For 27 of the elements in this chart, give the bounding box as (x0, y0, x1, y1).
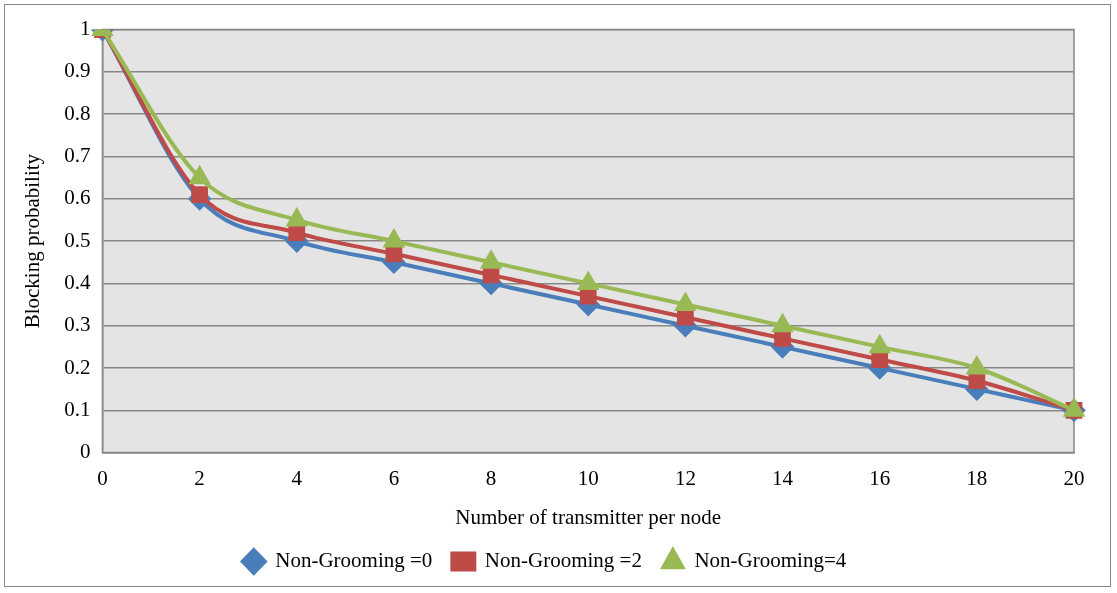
y-tick-label: 0.8 (64, 100, 91, 125)
y-tick-label: 0.7 (64, 143, 91, 168)
y-tick-label: 0.3 (64, 312, 91, 337)
x-tick-label: 20 (1063, 465, 1085, 490)
x-tick-label: 16 (869, 465, 891, 490)
x-tick-label: 0 (97, 465, 108, 490)
x-tick-label: 12 (674, 465, 696, 490)
y-tick-label: 0.1 (64, 396, 91, 421)
x-tick-label: 18 (966, 465, 988, 490)
x-tick-label: 6 (388, 465, 400, 490)
y-tick-label: 0.5 (64, 227, 91, 252)
y-tick-label: 0.6 (64, 185, 91, 210)
legend-label: Non-Grooming =0 (275, 548, 433, 573)
x-tick-label: 10 (577, 465, 599, 490)
y-tick-label: 1 (79, 16, 91, 41)
x-tick-label: 8 (485, 465, 497, 490)
x-tick-label: 4 (291, 465, 303, 490)
y-tick-label: 0.9 (64, 58, 91, 83)
x-tick-label: 14 (772, 465, 794, 490)
y-tick-label: 0 (79, 439, 91, 464)
legend-label: Non-Grooming=4 (694, 548, 847, 573)
y-tick-label: 0.2 (64, 354, 91, 379)
y-tick-label: 0.4 (64, 269, 91, 294)
y-axis-title: Blocking probability (20, 153, 45, 329)
x-axis-title: Number of transmitter per node (455, 504, 722, 529)
x-tick-label: 2 (194, 465, 205, 490)
legend-label: Non-Grooming =2 (484, 548, 642, 573)
